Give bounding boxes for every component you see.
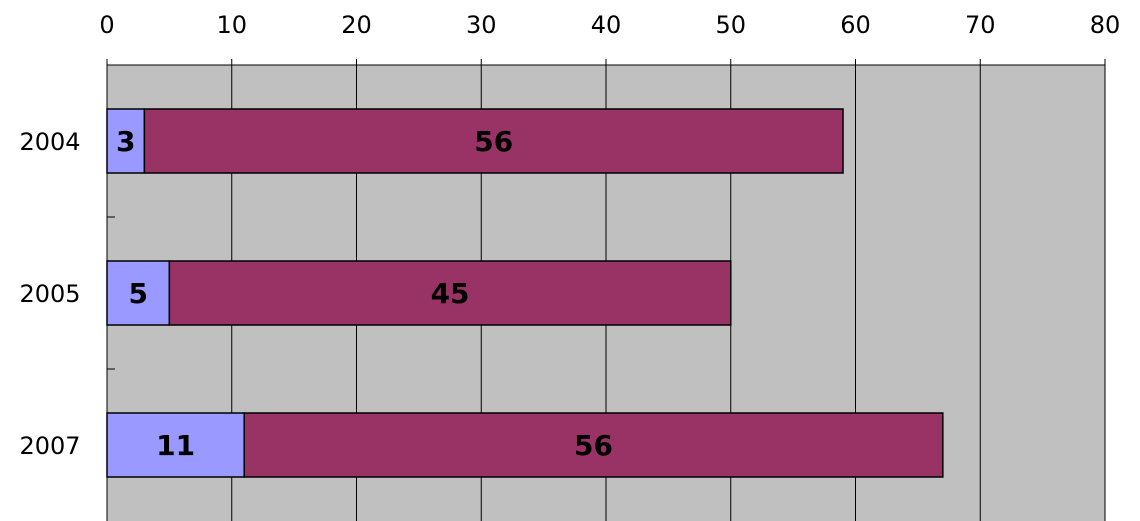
x-tick-label: 50 (715, 11, 746, 39)
bar-segment (168, 260, 732, 326)
x-tick-label: 80 (1090, 11, 1121, 39)
x-tick-label: 40 (591, 11, 622, 39)
bars (106, 108, 944, 478)
data-label: 5 (128, 277, 147, 310)
category-label: 2007 (19, 432, 80, 460)
data-label: 45 (431, 277, 470, 310)
data-labels: 3 56 5 45 11 56 (116, 125, 613, 462)
x-tick-label: 70 (965, 11, 996, 39)
x-tick-label: 60 (840, 11, 871, 39)
data-label: 11 (156, 429, 195, 462)
bar-segment (106, 108, 146, 174)
bar-segment (243, 412, 944, 478)
x-tick-label: 30 (466, 11, 497, 39)
data-label: 3 (116, 125, 135, 158)
data-label: 56 (474, 125, 513, 158)
category-label: 2005 (19, 280, 80, 308)
x-axis: 0 10 20 30 40 50 60 70 80 (99, 11, 1120, 65)
data-label: 56 (574, 429, 613, 462)
y-axis: 2004 2005 2007 (19, 65, 115, 521)
category-label: 2004 (19, 128, 80, 156)
bar-segment (106, 260, 171, 326)
x-tick-label: 0 (99, 11, 114, 39)
x-tick-label: 10 (216, 11, 247, 39)
bar-segment (143, 108, 844, 174)
x-tick-label: 20 (341, 11, 372, 39)
